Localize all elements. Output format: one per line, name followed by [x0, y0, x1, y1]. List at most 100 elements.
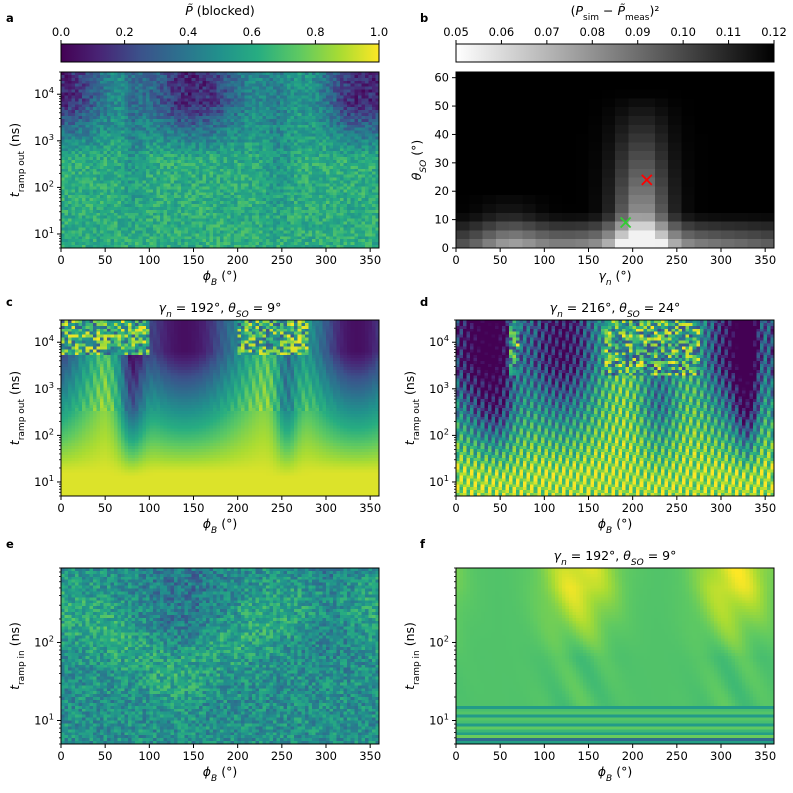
- heatmap-cell: [251, 80, 256, 85]
- heatmap-cell: [315, 127, 320, 132]
- heatmap-cell: [170, 139, 175, 143]
- heatmap-cell: [184, 160, 189, 164]
- heatmap-cell: [251, 148, 256, 152]
- heatmap-cell: [75, 101, 80, 105]
- heatmap-cell: [340, 118, 345, 123]
- heatmap-cell: [280, 130, 285, 135]
- heatmap-cell: [96, 89, 101, 94]
- heatmap-cell: [163, 107, 168, 111]
- heatmap-cell: [241, 157, 246, 161]
- heatmap-cell: [294, 80, 299, 85]
- heatmap-cell: [89, 121, 94, 126]
- heatmap-cell: [230, 107, 235, 111]
- heatmap-cell: [251, 113, 256, 117]
- heatmap-cell: [290, 104, 295, 108]
- heatmap-cell: [191, 107, 196, 111]
- heatmap-cell: [343, 127, 348, 132]
- heatmap-cell: [255, 136, 260, 141]
- heatmap-cell: [145, 77, 150, 82]
- heatmap-cell: [145, 74, 150, 79]
- heatmap-cell: [297, 104, 302, 108]
- heatmap-cell: [71, 157, 76, 161]
- heatmap-cell: [220, 98, 225, 102]
- heatmap-cell: [308, 77, 313, 82]
- heatmap-cell: [92, 124, 97, 129]
- heatmap-cell: [347, 77, 352, 82]
- heatmap-cell: [106, 107, 112, 111]
- heatmap-cell: [287, 154, 292, 158]
- heatmap-cell: [368, 133, 373, 138]
- heatmap-cell: [347, 80, 352, 85]
- heatmap-cell: [273, 86, 278, 91]
- heatmap-cell: [368, 110, 373, 114]
- heatmap-cell: [82, 139, 87, 143]
- heatmap-cell: [142, 136, 147, 141]
- heatmap-cell: [315, 74, 320, 79]
- heatmap-cell: [124, 104, 129, 108]
- heatmap-cell: [177, 157, 182, 161]
- heatmap-cell: [216, 157, 221, 161]
- heatmap-cell: [280, 80, 285, 85]
- heatmap-cell: [209, 118, 214, 123]
- heatmap-cell: [96, 124, 101, 129]
- heatmap-cell: [177, 77, 182, 82]
- heatmap-cell: [82, 89, 87, 94]
- heatmap-cell: [269, 101, 274, 105]
- heatmap-cell: [227, 148, 232, 152]
- heatmap-cell: [255, 74, 260, 79]
- heatmap-cell: [290, 160, 295, 164]
- heatmap-cell: [205, 92, 210, 97]
- heatmap-cell: [205, 148, 210, 152]
- heatmap-cell: [117, 160, 122, 164]
- heatmap-cell: [237, 139, 242, 143]
- heatmap-cell: [156, 124, 161, 129]
- heatmap-cell: [92, 92, 97, 97]
- heatmap-cell: [149, 136, 154, 141]
- heatmap-cell: [170, 136, 175, 141]
- heatmap-cell: [223, 124, 228, 129]
- heatmap-cell: [89, 157, 94, 161]
- heatmap-cell: [329, 89, 334, 94]
- heatmap-cell: [78, 142, 83, 146]
- heatmap-cell: [138, 89, 143, 94]
- heatmap-cell: [205, 72, 210, 76]
- heatmap-cell: [262, 95, 267, 99]
- heatmap-cell: [227, 86, 232, 91]
- heatmap-cell: [106, 86, 112, 91]
- heatmap-cell: [142, 133, 147, 138]
- heatmap-cell: [142, 110, 147, 114]
- heatmap-cell: [234, 130, 239, 135]
- heatmap-cell: [128, 86, 133, 91]
- heatmap-cell: [216, 130, 221, 135]
- heatmap-cell: [237, 92, 242, 97]
- heatmap-cell: [128, 72, 133, 76]
- heatmap-cell: [315, 124, 320, 129]
- heatmap-cell: [241, 142, 246, 146]
- heatmap-cell: [128, 121, 133, 126]
- heatmap-cell: [340, 80, 345, 85]
- heatmap-cell: [191, 72, 196, 76]
- heatmap-cell: [237, 95, 242, 99]
- heatmap-cell: [89, 107, 94, 111]
- heatmap-cell: [177, 130, 182, 135]
- heatmap-cell: [375, 148, 380, 152]
- heatmap-cell: [188, 92, 193, 97]
- heatmap-cell: [64, 92, 69, 97]
- heatmap-cell: [262, 89, 267, 94]
- heatmap-cell: [273, 110, 278, 114]
- heatmap-cell: [114, 116, 119, 120]
- heatmap-cell: [241, 148, 246, 152]
- heatmap-cell: [110, 113, 115, 117]
- heatmap-cell: [156, 130, 161, 135]
- heatmap-cell: [269, 83, 274, 88]
- heatmap-cell: [364, 145, 369, 149]
- heatmap-cell: [318, 118, 324, 123]
- heatmap-cell: [156, 98, 161, 102]
- heatmap-cell: [135, 101, 140, 105]
- heatmap-cell: [128, 104, 133, 108]
- heatmap-cell: [202, 157, 207, 161]
- heatmap-cell: [258, 133, 263, 138]
- heatmap-cell: [322, 101, 327, 105]
- heatmap-cell: [371, 116, 377, 120]
- heatmap-cell: [124, 160, 129, 164]
